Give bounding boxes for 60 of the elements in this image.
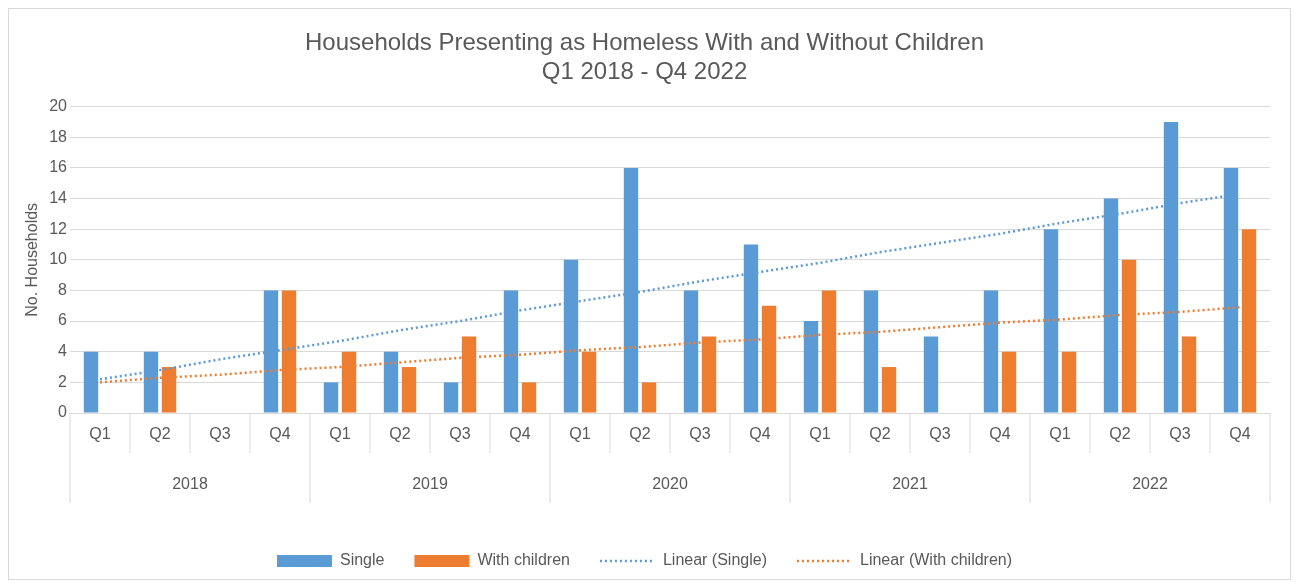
legend-label: Linear (With children) xyxy=(859,551,1013,569)
bar xyxy=(383,351,399,413)
x-tick-label: Q2 xyxy=(1109,425,1131,443)
y-tick-label: 18 xyxy=(49,127,68,145)
bar xyxy=(1241,229,1257,413)
y-tick-label: 20 xyxy=(49,97,68,115)
y-tick-label: 14 xyxy=(49,188,68,206)
bar xyxy=(1061,351,1077,413)
bar xyxy=(881,367,897,413)
y-tick-label: 8 xyxy=(58,280,68,298)
bar xyxy=(641,382,657,413)
x-tick-label: Q2 xyxy=(389,425,411,443)
y-tick-label: 10 xyxy=(49,250,68,268)
x-tick-label: Q1 xyxy=(809,425,831,443)
x-tick-label: Q1 xyxy=(329,425,351,443)
bar xyxy=(983,290,999,413)
y-tick-label: 6 xyxy=(58,311,68,329)
text: 2018 xyxy=(172,475,208,493)
x-tick-label: Q4 xyxy=(989,425,1011,443)
y-tick-label: 16 xyxy=(49,158,68,176)
y-axis-title: No. Households xyxy=(23,202,41,317)
x-tick-label: Q4 xyxy=(269,425,291,443)
x-tick-label: Q1 xyxy=(89,425,111,443)
y-tick-label: 0 xyxy=(58,403,68,421)
text: 2022 xyxy=(1132,475,1168,493)
x-tick-label: Q2 xyxy=(149,425,171,443)
x-tick-label: Q1 xyxy=(569,425,591,443)
y-tick-label: 12 xyxy=(49,219,68,237)
y-tick-label: 2 xyxy=(58,372,68,390)
x-tick-label: Q4 xyxy=(749,425,771,443)
bar xyxy=(803,321,819,413)
bar xyxy=(323,382,339,413)
x-tick-label: Q3 xyxy=(1169,425,1191,443)
legend-label: Linear (Single) xyxy=(662,551,767,569)
x-tick-label: Q3 xyxy=(209,425,231,443)
y-tick-label: 4 xyxy=(58,342,68,360)
x-tick-label: Q3 xyxy=(689,425,711,443)
x-tick-label: Q2 xyxy=(629,425,651,443)
bar xyxy=(1001,351,1017,413)
bar xyxy=(1043,229,1059,413)
text: 2019 xyxy=(412,475,448,493)
bar xyxy=(443,382,459,413)
x-tick-label: Q3 xyxy=(929,425,951,443)
text: 2021 xyxy=(892,475,928,493)
bar xyxy=(1181,336,1197,413)
x-tick-label: Q1 xyxy=(1049,425,1071,443)
x-tick-label: Q3 xyxy=(449,425,471,443)
bar xyxy=(683,290,699,413)
bar xyxy=(521,382,537,413)
legend-label: With children xyxy=(477,551,570,569)
chart-title: Households Presenting as Homeless With and Without Children Q1 2018 - Q4 2022 xyxy=(305,28,984,84)
text: 2020 xyxy=(652,475,688,493)
x-tick-label: Q4 xyxy=(1229,425,1251,443)
bar xyxy=(923,336,939,413)
x-tick-label: Q2 xyxy=(869,425,891,443)
bar xyxy=(83,351,99,413)
bar xyxy=(401,367,417,413)
x-tick-label: Q4 xyxy=(509,425,531,443)
legend-label: Single xyxy=(339,551,385,569)
bar xyxy=(863,290,879,413)
